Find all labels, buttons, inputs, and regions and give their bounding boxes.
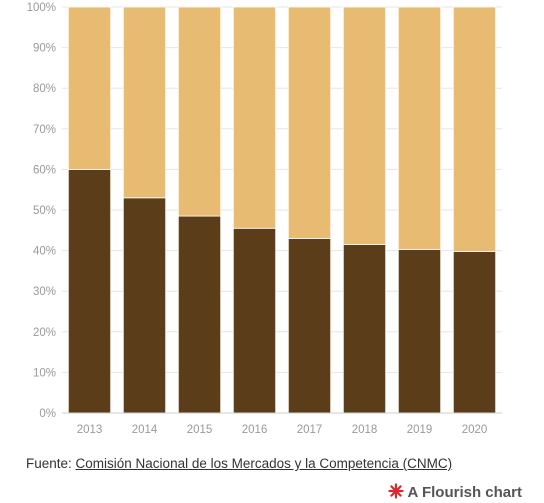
- x-axis: 2013 2014 2015 2016 2017 2018 2019 2020: [77, 424, 488, 436]
- y-tick-label: 70%: [33, 124, 56, 136]
- flourish-logo-icon: [387, 483, 404, 503]
- source-prefix: Fuente:: [26, 456, 76, 471]
- flourish-credit-label: A Flourish chart: [407, 484, 522, 501]
- y-tick-label: 80%: [33, 83, 56, 95]
- bar-2020-series-2[interactable]: [452, 6, 497, 252]
- bar-2014-series-2[interactable]: [122, 6, 167, 199]
- bar-2013-series-2[interactable]: [67, 6, 112, 170]
- bar-2016-series-1[interactable]: [232, 227, 277, 414]
- x-tick-label: 2013: [77, 424, 103, 436]
- x-tick-label: 2014: [132, 424, 158, 436]
- y-tick-label: 10%: [33, 367, 56, 379]
- y-tick-label: 100%: [27, 2, 56, 14]
- x-tick-label: 2016: [242, 424, 268, 436]
- bar-2017-series-2[interactable]: [287, 6, 332, 239]
- bar-2015-series-1[interactable]: [177, 215, 222, 414]
- y-tick-label: 60%: [33, 164, 56, 176]
- x-tick-label: 2020: [462, 424, 488, 436]
- y-axis: 0% 10% 20% 30% 40% 50% 60% 70% 80% 90% 100%: [27, 2, 56, 420]
- flourish-credit[interactable]: A Flourish chart: [387, 483, 522, 503]
- source-link[interactable]: Comisión Nacional de los Mercados y la C…: [75, 456, 453, 471]
- y-tick-label: 30%: [33, 286, 56, 298]
- stacked-bar-chart: 0%10%20%30%40%50%60%70%80%90%100% 2013 20…: [27, 2, 502, 436]
- y-tick-label: 90%: [33, 43, 56, 55]
- y-tick-label: 50%: [33, 205, 56, 217]
- bar-2016-series-2[interactable]: [232, 6, 277, 229]
- bar-2019-series-2[interactable]: [397, 6, 442, 250]
- source-note: Fuente: Comisión Nacional de los Mercado…: [26, 456, 452, 471]
- x-tick-label: 2017: [297, 424, 323, 436]
- bar-2019-series-1[interactable]: [397, 248, 442, 414]
- bar-2014-series-1[interactable]: [122, 197, 167, 414]
- bar-2015-series-2[interactable]: [177, 6, 222, 217]
- bars: [67, 6, 497, 414]
- y-tick-label: 0%: [39, 408, 56, 420]
- bar-2020-series-1[interactable]: [452, 251, 497, 414]
- bar-2013-series-1[interactable]: [67, 168, 112, 414]
- x-tick-label: 2019: [407, 424, 433, 436]
- bar-2018-series-2[interactable]: [342, 6, 387, 245]
- bar-2017-series-1[interactable]: [287, 238, 332, 414]
- y-tick-label: 20%: [33, 327, 56, 339]
- y-tick-label: 40%: [33, 246, 56, 258]
- x-tick-label: 2015: [187, 424, 213, 436]
- x-tick-label: 2018: [352, 424, 378, 436]
- bar-2018-series-1[interactable]: [342, 244, 387, 414]
